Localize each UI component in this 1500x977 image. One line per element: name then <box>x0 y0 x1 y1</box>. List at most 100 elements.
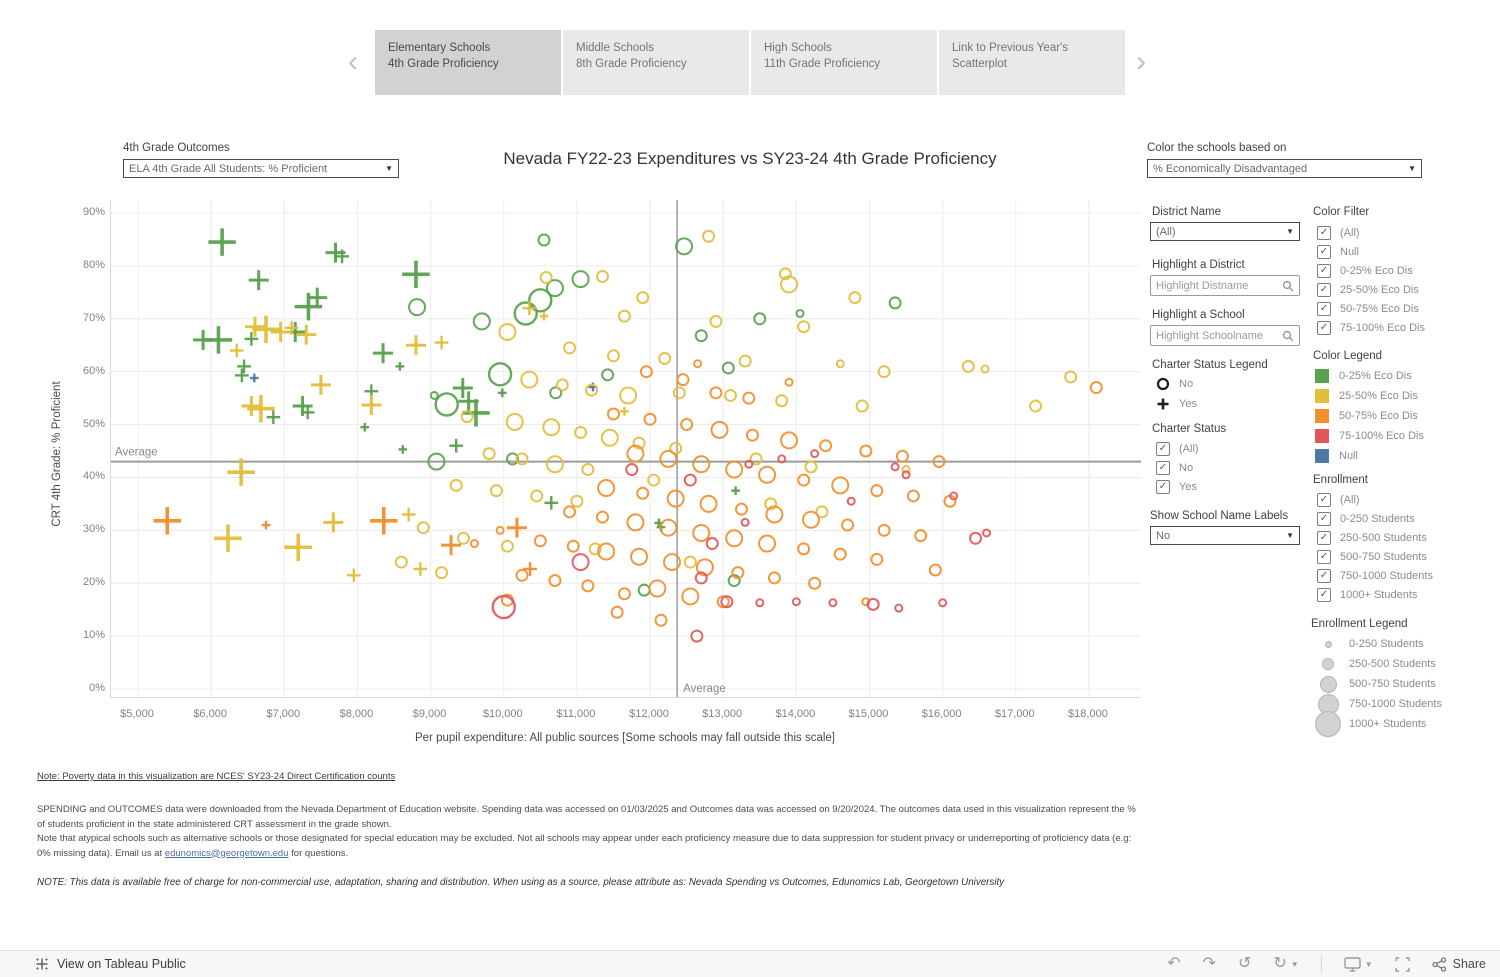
redo-icon[interactable]: ↷ <box>1202 955 1216 972</box>
email-link[interactable]: edunomics@georgetown.edu <box>164 847 289 859</box>
size-circle-icon <box>1324 640 1332 648</box>
x-tick-label: $18,000 <box>1068 708 1108 720</box>
fullscreen-icon[interactable] <box>1394 956 1410 972</box>
tableau-logo-icon <box>36 958 48 970</box>
y-axis-title: CRT 4th Grade: % Proficient <box>51 381 63 527</box>
district-name-label: District Name <box>1152 206 1222 218</box>
y-tick-label: 0% <box>89 682 105 694</box>
enrollment-filter-1000+-students[interactable]: ✓ 1000+ Students <box>1317 585 1433 604</box>
color-filter-50-75-eco-dis[interactable]: ✓ 50-75% Eco Dis <box>1317 299 1425 318</box>
highlight-district-input[interactable]: Highlight Distname <box>1150 275 1300 296</box>
y-tick-label: 40% <box>82 470 105 483</box>
school-labels-dropdown[interactable]: No ▼ <box>1150 526 1300 545</box>
y-tick-label: 50% <box>82 417 105 430</box>
download-caret-icon[interactable]: ▼ <box>1364 959 1373 969</box>
color-swatch <box>1315 369 1329 383</box>
tab-label-line1: Elementary Schools <box>388 42 491 54</box>
color-swatch <box>1315 389 1329 403</box>
y-tick-label: 30% <box>82 523 105 536</box>
toolbar-divider <box>1320 956 1322 972</box>
tabs-prev-chevron-icon[interactable]: ‹ <box>348 45 358 78</box>
charter-status--all-[interactable]: ✓ (All) <box>1156 439 1199 458</box>
revert-icon[interactable]: ↺ <box>1237 955 1252 972</box>
highlight-school-input[interactable]: Highlight Schoolname <box>1150 325 1300 346</box>
tab-link-to-previous-year-s[interactable]: Link to Previous Year's Scatterplot <box>939 30 1125 95</box>
color-filter-null[interactable]: ✓ Null <box>1317 242 1425 261</box>
checkbox-checked-icon: ✓ <box>1156 479 1170 494</box>
color-filter-75-100-eco-dis[interactable]: ✓ 75-100% Eco Dis <box>1317 318 1425 337</box>
outcome-filter-value: ELA 4th Grade All Students: % Proficient <box>129 162 328 175</box>
district-name-value: (All) <box>1156 225 1176 238</box>
checkbox-checked-icon: ✓ <box>1317 549 1331 564</box>
color-by-dropdown[interactable]: % Economically Disadvantaged ▼ <box>1147 159 1422 178</box>
enrollment-legend-item: 750-1000 Students <box>1313 693 1442 715</box>
refresh-caret-icon[interactable]: ▼ <box>1290 959 1299 969</box>
color-filter-0-25-eco-dis[interactable]: ✓ 0-25% Eco Dis <box>1317 261 1425 280</box>
undo-icon[interactable]: ↶ <box>1167 955 1181 972</box>
charter-legend-title: Charter Status Legend <box>1152 359 1268 371</box>
x-tick-label: $13,000 <box>702 708 743 720</box>
y-tick-label: 20% <box>82 576 105 589</box>
x-tick-label: $15,000 <box>848 708 889 720</box>
y-tick-label: 60% <box>82 364 105 377</box>
highlight-school-label: Highlight a School <box>1152 309 1245 321</box>
district-name-dropdown[interactable]: (All) ▼ <box>1150 222 1300 241</box>
toolbar-actions: ↶ ↷ ↺ ↻ ▼ ▼ <box>1145 956 1486 972</box>
notes-paragraph-1: SPENDING and OUTCOMES data were download… <box>37 804 1136 830</box>
chevron-down-icon: ▼ <box>1286 531 1294 540</box>
highlight-district-placeholder: Highlight Distname <box>1156 279 1249 292</box>
checkbox-checked-icon: ✓ <box>1317 225 1331 240</box>
tabs-next-chevron-icon[interactable]: › <box>1136 45 1146 78</box>
attribution-note: NOTE: This data is available free of cha… <box>37 877 1005 888</box>
color-filter-25-50-eco-dis[interactable]: ✓ 25-50% Eco Dis <box>1317 280 1425 299</box>
charter-status-title: Charter Status <box>1152 423 1227 435</box>
outcome-filter-dropdown[interactable]: ELA 4th Grade All Students: % Proficient… <box>123 159 399 178</box>
tab-label-line1: Middle Schools <box>576 42 654 54</box>
download-icon[interactable] <box>1344 956 1361 972</box>
checkbox-checked-icon: ✓ <box>1317 492 1331 507</box>
view-on-tableau-public-label: View on Tableau Public <box>57 957 186 971</box>
y-tick-label: 70% <box>82 311 105 324</box>
y-tick-label: 80% <box>82 258 105 271</box>
refresh-icon[interactable]: ↻ <box>1273 955 1287 972</box>
chevron-down-icon: ▼ <box>1286 227 1294 236</box>
enrollment-legend-title: Enrollment Legend <box>1311 618 1408 630</box>
tab-bar: ‹ Elementary Schools 4th Grade Proficienc… <box>0 0 1500 110</box>
scatterplot[interactable]: Average Average <box>110 200 1141 698</box>
highlight-school-placeholder: Highlight Schoolname <box>1156 329 1264 342</box>
tab-label-line1: High Schools <box>764 42 832 54</box>
tab-label-line2: Scatterplot <box>952 58 1007 70</box>
tab-elementary-schools[interactable]: Elementary Schools 4th Grade Proficiency <box>375 30 561 95</box>
svg-text:Average: Average <box>683 683 726 695</box>
school-labels-label: Show School Name Labels <box>1150 510 1289 522</box>
color-swatch <box>1315 449 1329 463</box>
view-on-tableau-public-button[interactable]: View on Tableau Public <box>34 956 186 972</box>
enrollment-filter-0-250-students[interactable]: ✓ 0-250 Students <box>1317 509 1433 528</box>
poverty-note-link[interactable]: Note: Poverty data in this visualization… <box>37 771 396 782</box>
enrollment-filter-750-1000-students[interactable]: ✓ 750-1000 Students <box>1317 566 1433 585</box>
charter-status-yes[interactable]: ✓ Yes <box>1156 477 1199 496</box>
enrollment-filter-250-500-students[interactable]: ✓ 250-500 Students <box>1317 528 1433 547</box>
notes-paragraph-2-end: for questions. <box>288 847 349 859</box>
enrollment-legend-item: 500-750 Students <box>1313 674 1442 694</box>
share-icon <box>1431 956 1446 972</box>
tab-high-schools[interactable]: High Schools 11th Grade Proficiency <box>751 30 937 95</box>
checkbox-checked-icon: ✓ <box>1317 301 1331 316</box>
page-title: Nevada FY22-23 Expenditures vs SY23-24 4… <box>503 149 997 168</box>
checkbox-checked-icon: ✓ <box>1317 568 1331 583</box>
svg-text:Average: Average <box>115 447 158 459</box>
enrollment-filter-500-750-students[interactable]: ✓ 500-750 Students <box>1317 547 1433 566</box>
enrollment-filter--all-[interactable]: ✓ (All) <box>1317 490 1433 509</box>
color-legend-item: 0-25% Eco Dis <box>1315 366 1424 386</box>
chevron-down-icon: ▼ <box>385 164 393 173</box>
checkbox-checked-icon: ✓ <box>1156 441 1170 456</box>
color-by-label: Color the schools based on <box>1147 142 1287 154</box>
share-button[interactable]: Share <box>1431 956 1486 972</box>
x-tick-label: $17,000 <box>994 708 1035 720</box>
color-by-value: % Economically Disadvantaged <box>1153 162 1308 175</box>
size-circle-icon <box>1315 711 1341 737</box>
color-filter--all-[interactable]: ✓ (All) <box>1317 223 1425 242</box>
charter-status-no[interactable]: ✓ No <box>1156 458 1199 477</box>
charter-legend-no: No <box>1156 374 1197 394</box>
tab-middle-schools[interactable]: Middle Schools 8th Grade Proficiency <box>563 30 749 95</box>
